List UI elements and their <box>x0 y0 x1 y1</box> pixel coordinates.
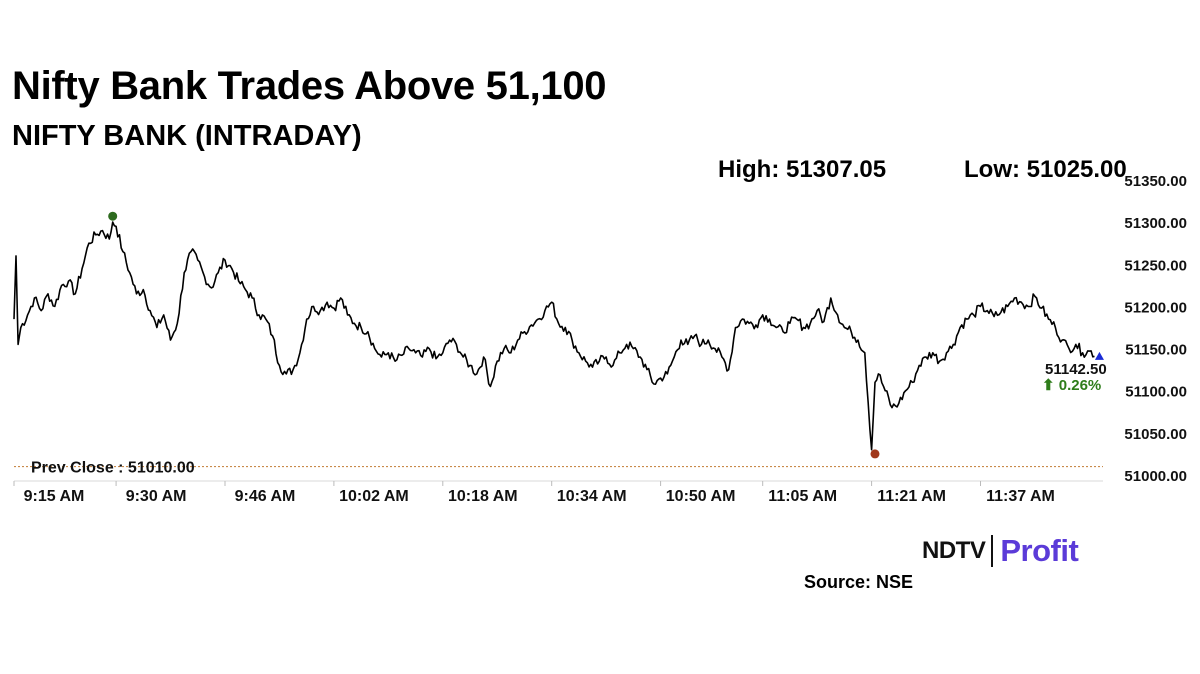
high-value: High: 51307.05 <box>718 156 887 183</box>
logo-divider <box>991 535 994 567</box>
y-tick-label: 51250.00 <box>1124 257 1187 274</box>
x-tick-label: 11:05 AM <box>768 488 837 505</box>
x-tick-label: 9:15 AM <box>24 488 85 505</box>
chart-subtitle: NIFTY BANK (INTRADAY) <box>12 120 362 152</box>
y-tick-label: 51000.00 <box>1124 468 1187 485</box>
source-note: Source: NSE <box>804 572 914 592</box>
last-price-marker <box>1094 351 1104 360</box>
x-tick-label: 9:30 AM <box>126 488 187 505</box>
low-marker <box>870 449 880 459</box>
y-tick-label: 51200.00 <box>1124 299 1187 316</box>
x-tick-label: 11:37 AM <box>986 488 1055 505</box>
logo-profit-text: Profit <box>1000 533 1079 568</box>
high-marker <box>108 211 118 221</box>
price-series-line <box>13 221 1095 451</box>
logo-ndtv-text: NDTV <box>922 537 986 564</box>
y-tick-label: 51150.00 <box>1125 342 1187 359</box>
y-tick-label: 51100.00 <box>1125 384 1187 401</box>
x-tick-label: 10:50 AM <box>666 488 736 505</box>
last-price-label: 51142.50 <box>1045 361 1107 378</box>
y-tick-label: 51350.00 <box>1124 173 1187 190</box>
y-tick-label: 51300.00 <box>1124 215 1187 232</box>
ndtv-profit-logo: NDTV Profit <box>922 533 1079 569</box>
x-tick-label: 10:18 AM <box>448 488 518 505</box>
y-tick-label: 51050.00 <box>1124 426 1187 443</box>
change-label: ⬆ 0.26% <box>1042 377 1101 394</box>
headline: Nifty Bank Trades Above 51,100 <box>12 64 607 108</box>
prev-close-label: Prev Close : 51010.00 <box>31 460 195 477</box>
x-tick-label: 10:02 AM <box>339 488 409 505</box>
low-value: Low: 51025.00 <box>964 156 1127 183</box>
x-tick-label: 11:21 AM <box>877 488 946 505</box>
x-tick-label: 9:46 AM <box>235 488 296 505</box>
x-tick-label: 10:34 AM <box>557 488 627 505</box>
